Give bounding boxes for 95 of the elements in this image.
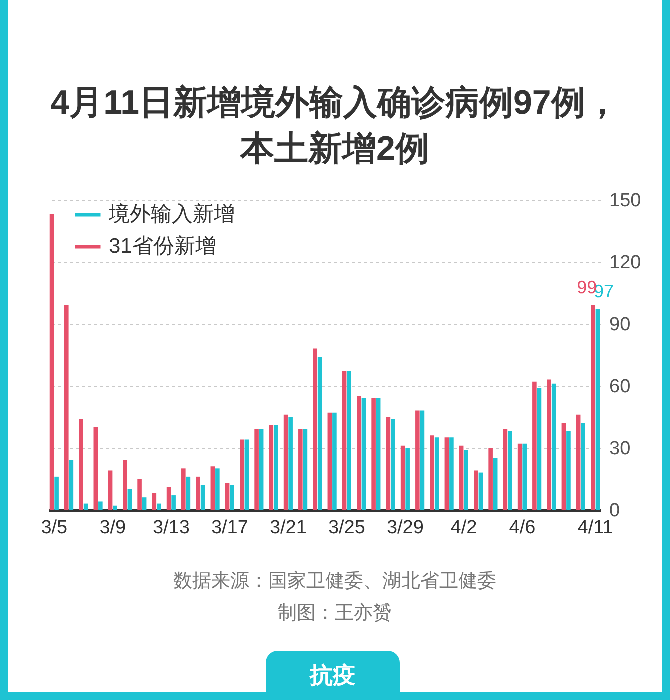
bar <box>503 429 508 510</box>
x-tick-label: 3/25 <box>328 518 366 538</box>
x-tick-label: 4/6 <box>509 518 536 538</box>
bar <box>537 388 542 510</box>
bar <box>493 458 498 510</box>
bar <box>269 425 274 510</box>
x-tick-label: 4/2 <box>450 518 478 538</box>
bar <box>464 450 468 510</box>
bar <box>210 466 216 510</box>
bar <box>434 438 440 510</box>
bar <box>566 431 571 510</box>
bar <box>225 483 230 510</box>
bar <box>313 348 318 510</box>
bar <box>108 470 113 510</box>
bar <box>416 410 420 510</box>
bar <box>357 396 362 510</box>
bar <box>79 419 84 510</box>
bar <box>274 425 278 510</box>
legend-label: 境外输入新增 <box>108 203 235 226</box>
bar <box>54 476 59 510</box>
bar <box>94 427 98 510</box>
bar <box>444 438 450 510</box>
bar <box>303 429 308 510</box>
bar <box>157 504 162 510</box>
x-tick-label: 3/5 <box>41 518 68 538</box>
bar <box>391 419 396 510</box>
bar <box>522 444 527 510</box>
bar <box>84 504 88 510</box>
bar <box>318 357 322 510</box>
bar <box>123 460 128 510</box>
y-tick-label: 60 <box>610 376 631 398</box>
bar <box>64 305 69 510</box>
bar <box>152 493 157 510</box>
bar <box>552 384 556 510</box>
bar <box>400 446 406 510</box>
bar <box>376 398 381 510</box>
bar <box>372 398 376 510</box>
bar <box>508 431 512 510</box>
source-note: 数据来源：国家卫健委、湖北省卫健委 <box>174 571 496 592</box>
bar <box>430 436 434 510</box>
bar <box>288 417 293 510</box>
bar <box>254 429 259 510</box>
bar <box>69 460 74 510</box>
bar <box>230 485 234 510</box>
bar <box>459 446 464 510</box>
bar <box>332 412 337 510</box>
bar <box>259 429 264 510</box>
bar <box>172 496 176 510</box>
bar <box>576 414 581 510</box>
bar <box>474 470 478 510</box>
text: 制图：王亦赟 <box>278 603 392 624</box>
x-tick-label: 3/17 <box>211 518 248 538</box>
bar <box>182 468 186 510</box>
bar <box>562 423 566 510</box>
bar <box>347 372 352 510</box>
bar <box>196 476 200 510</box>
bar <box>328 412 332 510</box>
bar <box>488 448 493 510</box>
bar <box>362 398 366 510</box>
bar <box>216 468 220 510</box>
x-tick-label: 3/13 <box>152 518 190 538</box>
bar <box>591 305 596 510</box>
legend-label: 31省份新增 <box>109 235 216 258</box>
bar <box>450 438 454 510</box>
bar <box>50 214 54 510</box>
bar <box>142 498 147 510</box>
bar <box>240 440 244 510</box>
y-tick-label: 120 <box>610 252 642 274</box>
bar <box>244 440 250 510</box>
x-tick-label: 3/29 <box>386 518 424 538</box>
bar <box>138 479 142 510</box>
bar <box>113 506 118 510</box>
chart-title: 4月11日新增境外输入确诊病例97例，本土新增2例 <box>50 84 620 168</box>
bar <box>518 444 522 510</box>
bar <box>478 472 484 510</box>
y-tick-label: 30 <box>610 438 631 460</box>
y-tick-label: 90 <box>610 314 631 336</box>
bar <box>386 417 391 510</box>
bar <box>342 372 347 510</box>
y-tick-label: 150 <box>610 190 642 212</box>
bar <box>596 310 600 510</box>
bar <box>284 414 288 510</box>
bar <box>547 380 552 510</box>
x-tick-label: 3/21 <box>270 518 307 538</box>
x-tick-label: 3/9 <box>100 518 126 538</box>
bar <box>128 489 132 510</box>
bar <box>581 423 586 510</box>
bar <box>420 410 425 510</box>
bar <box>200 485 206 510</box>
bar <box>532 382 537 510</box>
bar <box>186 476 191 510</box>
bar <box>298 429 303 510</box>
bar <box>166 487 172 510</box>
bar <box>406 448 410 510</box>
bar <box>98 502 103 510</box>
